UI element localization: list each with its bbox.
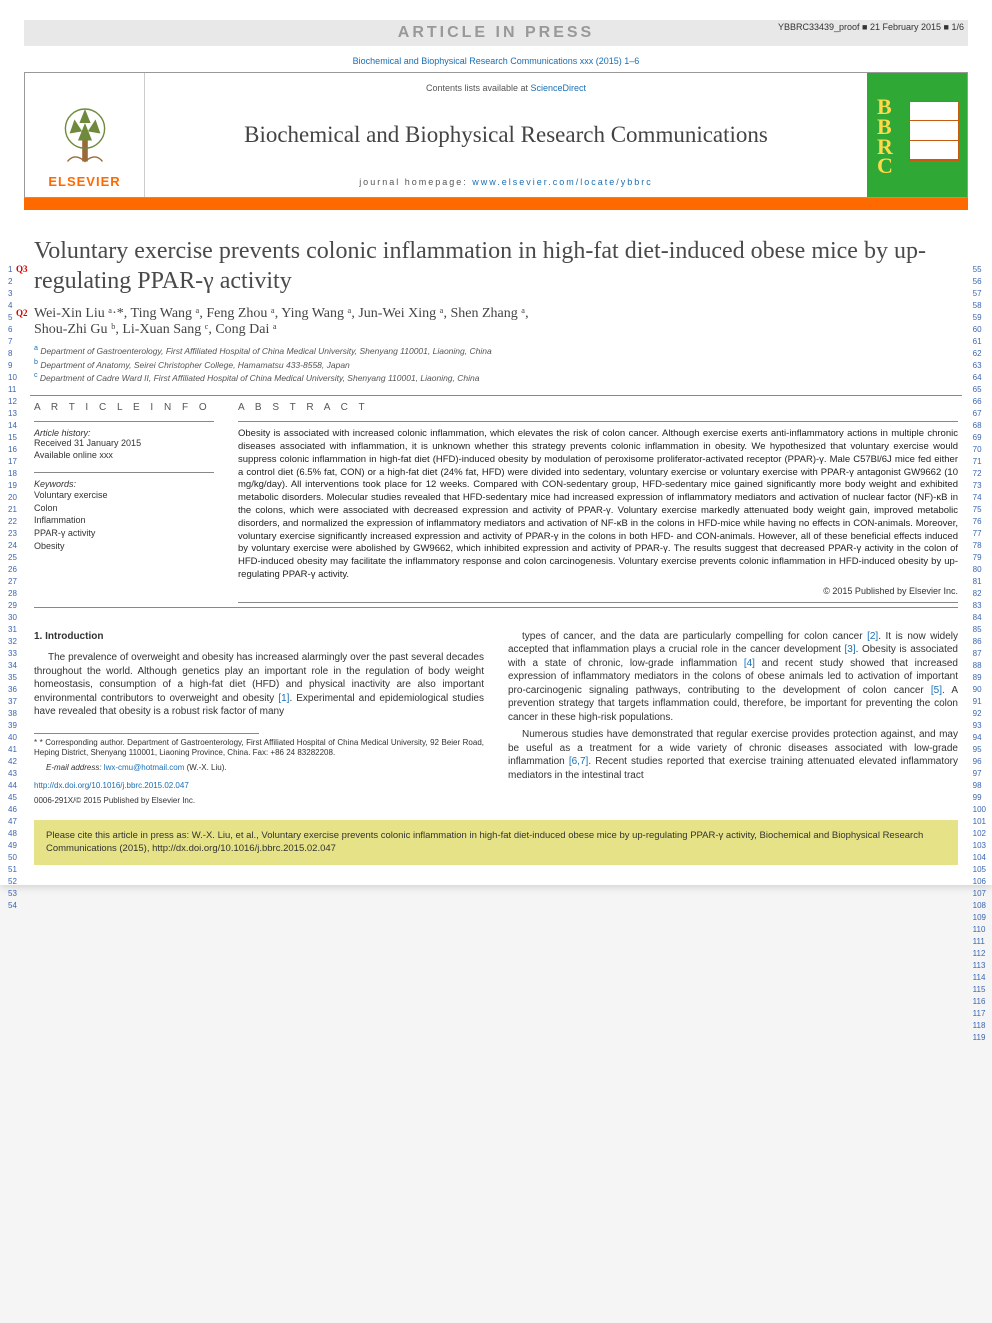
- journal-cover-cell: B B R C: [867, 73, 967, 197]
- line-numbers-left: 1234567891011121314151617181920212223242…: [8, 264, 17, 912]
- body-columns: 1. Introduction The prevalence of overwe…: [34, 630, 958, 806]
- email-label: E-mail address:: [46, 763, 104, 772]
- keyword-item: Inflammation: [34, 514, 214, 527]
- q2-marker: Q2: [16, 308, 28, 318]
- contents-pre: Contents lists available at: [426, 83, 531, 93]
- homepage-link[interactable]: www.elsevier.com/locate/ybbrc: [472, 177, 653, 187]
- affiliations: a Department of Gastroenterology, First …: [34, 344, 958, 385]
- ref-link[interactable]: [3]: [845, 644, 856, 655]
- homepage-pre: journal homepage:: [359, 177, 472, 187]
- history-available: Available online xxx: [34, 450, 214, 460]
- email-link[interactable]: lwx-cmu@hotmail.com: [104, 763, 185, 772]
- ref-link[interactable]: [2]: [867, 631, 878, 642]
- body-col-left: 1. Introduction The prevalence of overwe…: [34, 630, 484, 806]
- proof-stamp: YBBRC33439_proof ■ 21 February 2015 ■ 1/…: [778, 22, 964, 32]
- doi-line: http://dx.doi.org/10.1016/j.bbrc.2015.02…: [34, 781, 484, 792]
- history-label: Article history:: [34, 428, 214, 438]
- journal-title: Biochemical and Biophysical Research Com…: [159, 122, 853, 148]
- article-title-text: Voluntary exercise prevents colonic infl…: [34, 238, 926, 294]
- history-received: Received 31 January 2015: [34, 438, 214, 448]
- elsevier-tree-icon: [50, 102, 120, 172]
- corresponding-footnote: * * Corresponding author. Department of …: [34, 738, 484, 759]
- journal-header-box: ELSEVIER Contents lists available at Sci…: [24, 72, 968, 198]
- intro-heading: 1. Introduction: [34, 630, 484, 644]
- bbrc-letters: B B R C: [877, 97, 893, 176]
- aff-c: Department of Cadre Ward II, First Affil…: [40, 373, 480, 383]
- journal-ref-anchor[interactable]: Biochemical and Biophysical Research Com…: [353, 56, 640, 66]
- corr-text: * Corresponding author. Department of Ga…: [34, 738, 484, 757]
- ref-link[interactable]: [1]: [278, 693, 289, 704]
- ref-link[interactable]: [4]: [744, 658, 755, 669]
- abstract-copyright: © 2015 Published by Elsevier Inc.: [238, 586, 958, 596]
- line-numbers-right: 5556575859606162636465666768697071727374…: [973, 264, 986, 1044]
- aff-b: Department of Anatomy, Seirei Christophe…: [40, 360, 349, 370]
- publisher-name: ELSEVIER: [48, 174, 120, 189]
- journal-homepage: journal homepage: www.elsevier.com/locat…: [159, 177, 853, 187]
- authors-line2: Shou-Zhi Gu ᵇ, Li-Xuan Sang ᶜ, Cong Dai …: [34, 322, 277, 337]
- hr-top: [30, 395, 962, 396]
- aff-a: Department of Gastroenterology, First Af…: [40, 346, 491, 356]
- keyword-item: PPAR-γ activity: [34, 527, 214, 540]
- article-title: Q3 Voluntary exercise prevents colonic i…: [34, 236, 942, 296]
- keyword-item: Voluntary exercise: [34, 489, 214, 502]
- sciencedirect-link[interactable]: ScienceDirect: [531, 83, 587, 93]
- article-info-head: A R T I C L E I N F O: [34, 402, 214, 413]
- journal-ref-link[interactable]: Biochemical and Biophysical Research Com…: [24, 56, 968, 66]
- issn-line: 0006-291X/© 2015 Published by Elsevier I…: [34, 796, 484, 806]
- email-tail: (W.-X. Liu).: [184, 763, 226, 772]
- body-paragraph-3: Numerous studies have demonstrated that …: [508, 728, 958, 782]
- footnote-separator: [34, 733, 259, 734]
- ref-link[interactable]: [5]: [931, 685, 942, 696]
- body-paragraph-2: types of cancer, and the data are partic…: [508, 630, 958, 725]
- article-info-col: A R T I C L E I N F O Article history: R…: [34, 402, 214, 603]
- keywords-list: Voluntary exerciseColonInflammationPPAR-…: [34, 489, 214, 552]
- publisher-cell: ELSEVIER: [25, 73, 145, 197]
- journal-cover-thumb: B B R C: [871, 77, 963, 193]
- ref-link[interactable]: [6,7]: [569, 756, 588, 767]
- abstract-text: Obesity is associated with increased col…: [238, 428, 958, 582]
- intro-paragraph-1: The prevalence of overweight and obesity…: [34, 651, 484, 719]
- body-col-right: types of cancer, and the data are partic…: [508, 630, 958, 806]
- cover-inner-thumb: [909, 101, 959, 161]
- keyword-item: Obesity: [34, 540, 214, 553]
- keywords-head: Keywords:: [34, 479, 214, 489]
- authors-line1: Wei-Xin Liu ᵃ·*, Ting Wang ᵃ, Feng Zhou …: [34, 306, 529, 321]
- abstract-col: A B S T R A C T Obesity is associated wi…: [238, 402, 958, 603]
- proof-banner: ARTICLE IN PRESS YBBRC33439_proof ■ 21 F…: [24, 20, 968, 46]
- abstract-head: A B S T R A C T: [238, 402, 958, 413]
- header-center: Contents lists available at ScienceDirec…: [145, 73, 867, 197]
- q3-marker: Q3: [16, 264, 28, 275]
- email-footnote: E-mail address: lwx-cmu@hotmail.com (W.-…: [34, 763, 484, 773]
- orange-divider: [24, 198, 968, 210]
- contents-line: Contents lists available at ScienceDirec…: [159, 83, 853, 93]
- doi-link[interactable]: http://dx.doi.org/10.1016/j.bbrc.2015.02…: [34, 781, 189, 790]
- authors-block: Q2 Wei-Xin Liu ᵃ·*, Ting Wang ᵃ, Feng Zh…: [34, 306, 958, 338]
- keyword-item: Colon: [34, 502, 214, 515]
- cite-box: Please cite this article in press as: W.…: [34, 820, 958, 865]
